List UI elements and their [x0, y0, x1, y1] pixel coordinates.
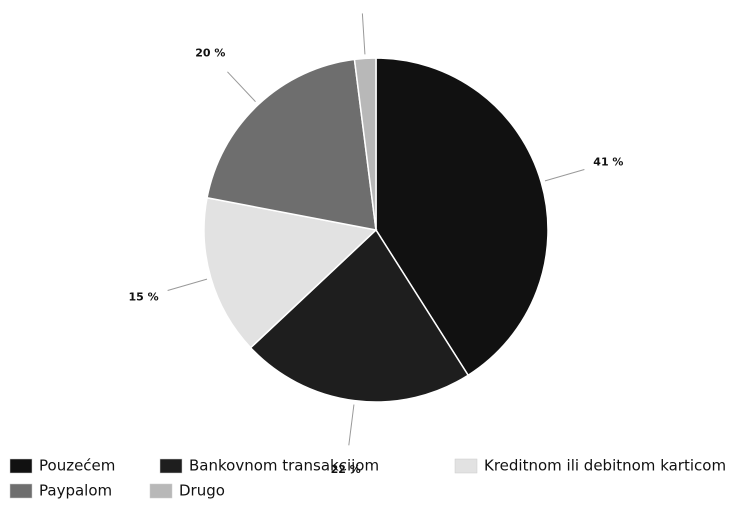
leader-line [348, 404, 355, 446]
leader-line [227, 71, 256, 103]
legend-label: Bankovnom transakcijom [189, 457, 379, 475]
leader-line [361, 13, 366, 55]
legend-label: Kreditnom ili debitnom karticom [484, 457, 726, 475]
legend-label: Pouzećem [39, 457, 115, 475]
pie-slice [249, 228, 470, 403]
legend-swatch [9, 483, 33, 499]
pie-slice [203, 196, 378, 349]
data-label: 20 % [195, 47, 225, 60]
legend-swatch [159, 458, 183, 474]
leader-line [167, 278, 208, 292]
data-label: 22 % [331, 463, 361, 476]
pie-slice [353, 57, 377, 231]
legend-swatch [149, 483, 173, 499]
data-label: 41 % [593, 155, 623, 168]
pie-slice [375, 57, 549, 377]
pie-slice [206, 58, 377, 231]
leader-line [544, 168, 585, 182]
data-label: 15 % [129, 291, 159, 304]
legend-label: Paypalom [39, 482, 112, 500]
legend-swatch [9, 458, 33, 474]
legend-swatch [454, 458, 478, 474]
legend-label: Drugo [179, 482, 225, 500]
